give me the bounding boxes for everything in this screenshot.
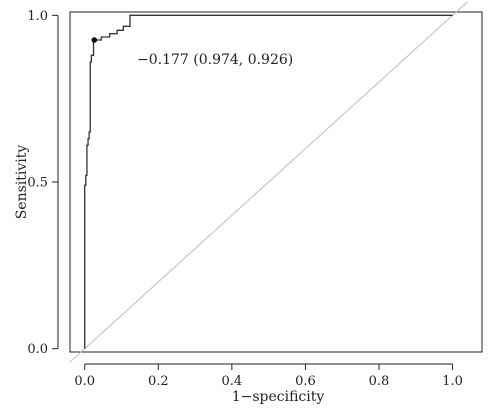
x-axis: 0.0 0.2 0.4 0.6 0.8 1.0 — [74, 363, 463, 389]
x-tick-label: 0.0 — [74, 374, 95, 389]
x-tick-label: 0.8 — [369, 374, 390, 389]
y-tick-label: 0.5 — [27, 176, 48, 191]
x-axis-label: 1−specificity — [232, 389, 325, 405]
y-axis: 0.0 0.5 1.0 — [27, 9, 59, 357]
roc-curve-line — [84, 14, 453, 349]
plot-area — [69, 1, 468, 363]
y-axis-label: Sensitivity — [14, 145, 30, 220]
optimal-point-marker — [91, 37, 98, 43]
x-tick-label: 1.0 — [442, 374, 463, 389]
annotation-label: −0.177 (0.974, 0.926) — [137, 52, 293, 68]
y-tick-label: 0.0 — [27, 342, 48, 357]
reference-diagonal-line — [69, 1, 468, 363]
x-tick-label: 0.6 — [295, 374, 316, 389]
plot-frame — [69, 11, 483, 353]
y-tick-label: 1.0 — [27, 9, 48, 24]
x-tick-label: 0.2 — [148, 374, 169, 389]
x-tick-label: 0.4 — [222, 374, 243, 389]
